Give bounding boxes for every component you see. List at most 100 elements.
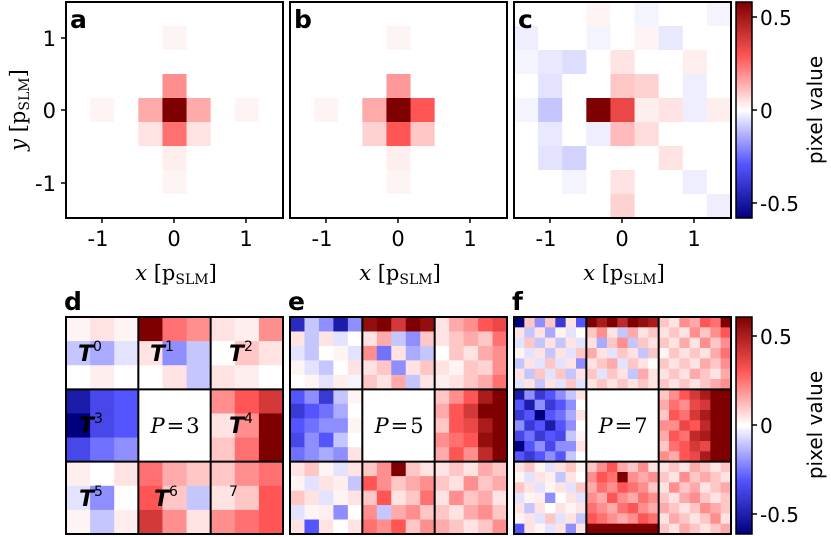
heatmap-cell	[534, 358, 546, 370]
heatmap-cell	[434, 505, 450, 520]
heatmap-cell	[290, 476, 305, 491]
colorbar-tick-label: -0.5	[760, 192, 799, 216]
heatmap-cell	[706, 98, 732, 123]
heatmap-cell	[679, 389, 691, 401]
heatmap-cell	[186, 2, 212, 27]
heatmap-cell	[576, 523, 587, 535]
heatmap-cell	[458, 170, 484, 195]
heatmap-cell	[114, 509, 139, 535]
heatmap-cell	[314, 98, 339, 123]
heatmap-cell	[720, 461, 732, 473]
heatmap-cell	[689, 389, 701, 401]
heatmap-cell	[186, 170, 212, 195]
heatmap-cell	[290, 374, 305, 390]
heatmap-cell	[386, 2, 411, 27]
heatmap-cell	[492, 403, 508, 419]
heatmap-cell	[114, 170, 139, 195]
heatmap-cell	[478, 476, 493, 491]
heatmap-cell	[586, 170, 611, 195]
heatmap-cell	[658, 122, 684, 147]
heatmap-cell	[720, 399, 732, 411]
heatmap-cell	[290, 519, 305, 535]
heatmap-cell	[689, 472, 701, 483]
heatmap-cell	[434, 461, 450, 477]
heatmap-cell	[186, 122, 212, 147]
heatmap-cell	[627, 482, 639, 494]
heatmap-cell	[607, 461, 618, 473]
heatmap-cell	[478, 317, 493, 332]
heatmap-cell	[434, 170, 460, 195]
heatmap-cell	[258, 146, 284, 171]
y-axis: 1 0 -1	[35, 27, 66, 196]
heatmap-cell	[679, 513, 691, 525]
heatmap-cell	[66, 365, 91, 390]
heatmap-cell	[362, 98, 387, 123]
heatmap-cell	[318, 389, 334, 405]
heatmap-cell	[234, 509, 260, 535]
heatmap-cell	[524, 358, 536, 370]
heatmap-cell	[463, 476, 479, 491]
heatmap-cell	[658, 194, 684, 219]
heatmap-cell	[458, 122, 484, 147]
heatmap-cell	[524, 492, 536, 504]
heatmap-cell	[607, 358, 618, 370]
heatmap-cell	[534, 317, 546, 328]
heatmap-cell	[258, 509, 284, 535]
heatmap-cell	[586, 122, 611, 147]
heatmap-cell	[545, 358, 556, 370]
heatmap-cell	[90, 485, 115, 511]
heatmap-cell	[586, 74, 611, 99]
heatmap-cell	[114, 194, 139, 219]
heatmap-cell	[314, 2, 339, 27]
heatmap-cell	[700, 410, 711, 421]
heatmap-cell	[658, 441, 670, 452]
heatmap-cell	[234, 437, 260, 463]
heatmap-cell	[463, 447, 479, 463]
heatmap-cell	[634, 146, 660, 171]
heatmap-cell	[524, 461, 536, 473]
heatmap-cell	[338, 26, 363, 51]
heatmap-cell	[658, 492, 670, 504]
heatmap-cell	[420, 317, 436, 332]
heatmap-cell	[648, 368, 660, 380]
heatmap-cell	[565, 492, 577, 504]
heatmap-cell	[576, 441, 587, 452]
heatmap-cell	[565, 317, 577, 328]
heatmap-cell	[562, 98, 587, 123]
heatmap-cell	[669, 513, 680, 525]
heatmap-cell	[700, 317, 711, 328]
heatmap-cell	[492, 360, 508, 376]
heatmap-cell	[669, 358, 680, 370]
heatmap-cell	[234, 194, 260, 219]
heatmap-cell	[679, 379, 691, 390]
x-tick-label: -1	[312, 227, 333, 251]
heatmap-cell	[463, 490, 479, 506]
heatmap-cell	[669, 368, 680, 380]
heatmap-cell	[478, 447, 493, 463]
heatmap-cell	[482, 170, 508, 195]
heatmap-cell	[434, 345, 450, 361]
heatmap-cell	[478, 374, 493, 390]
heatmap-cell	[586, 26, 611, 51]
heatmap-cell	[66, 341, 91, 366]
heatmap-cell	[545, 348, 556, 359]
heatmap-cell	[627, 317, 639, 328]
heatmap-cell	[347, 432, 363, 448]
heatmap-cell	[689, 358, 701, 370]
heatmap-cell	[391, 476, 407, 491]
heatmap-cell	[700, 492, 711, 504]
heatmap-cell	[186, 74, 212, 99]
heatmap-cell	[534, 430, 546, 442]
heatmap-cell	[545, 461, 556, 473]
heatmap-cell	[405, 490, 421, 506]
center-label-d: P=3	[149, 414, 199, 438]
heatmap-cell	[538, 98, 563, 123]
heatmap-cell	[514, 420, 525, 432]
heatmap-cell	[658, 513, 670, 525]
heatmap-cell	[576, 348, 587, 359]
heatmap-cell	[314, 74, 339, 99]
heatmap-cell	[720, 420, 732, 432]
heatmap-cell	[596, 358, 608, 370]
heatmap-cell	[565, 513, 577, 525]
heatmap-cell	[386, 50, 411, 75]
